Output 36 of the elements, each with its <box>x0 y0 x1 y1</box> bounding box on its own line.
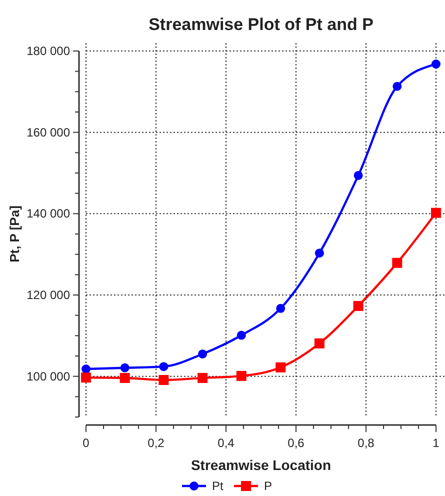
y-tick-label: 100 000 <box>26 369 70 384</box>
point <box>353 300 364 311</box>
y-tick-label: 140 000 <box>26 206 70 221</box>
point <box>314 338 324 348</box>
x-tick-label: 0,6 <box>288 436 305 450</box>
point <box>276 362 286 372</box>
point <box>392 258 402 268</box>
point <box>82 364 90 374</box>
point <box>81 372 91 383</box>
point <box>236 330 246 340</box>
point <box>432 60 440 69</box>
x-tick-label: 1 <box>432 436 440 450</box>
y-tick-label: 120 000 <box>26 288 70 302</box>
x-axis-title: Streamwise Location <box>190 457 332 473</box>
point <box>314 248 324 258</box>
chart-title: Streamwise Plot of Pt and P <box>148 15 374 34</box>
legend-label: Pt <box>212 479 224 493</box>
point <box>198 349 208 358</box>
y-tick-label: 160 000 <box>26 125 70 140</box>
point <box>236 370 246 381</box>
point <box>120 363 130 372</box>
x-tick-label: 0 <box>82 436 90 450</box>
x-tick-label: 0,4 <box>218 436 235 450</box>
point <box>276 304 286 313</box>
x-tick-label: 0,2 <box>148 436 165 450</box>
point <box>354 170 363 180</box>
legend-label: P <box>264 479 272 493</box>
y-axis-title: Pt, P [Pa] <box>7 206 22 262</box>
y-tick-label: 180 000 <box>26 44 70 58</box>
x-tick-label: 0,8 <box>358 436 375 450</box>
point <box>392 82 402 91</box>
point <box>198 372 208 383</box>
point <box>120 372 130 383</box>
point <box>431 208 441 218</box>
point <box>158 374 169 385</box>
point <box>159 362 168 372</box>
